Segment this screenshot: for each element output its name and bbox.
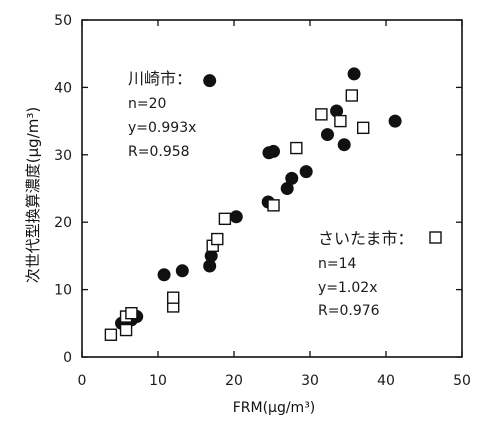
x-tick-label: 20 <box>225 373 243 389</box>
kawasaki-r: R=0.958 <box>128 144 190 160</box>
ticks-layer: 0 10 20 30 40 50 0 10 20 30 40 50 <box>54 13 471 389</box>
kawasaki-n: n=20 <box>128 96 166 112</box>
y-tick-label: 0 <box>63 350 72 366</box>
points-layer <box>104 67 402 341</box>
kawasaki-point <box>285 171 299 185</box>
saitama-label: さいたま市： <box>318 229 414 248</box>
kawasaki-label: 川崎市： <box>128 69 192 88</box>
kawasaki-point <box>203 74 217 88</box>
y-tick-label: 10 <box>54 283 72 299</box>
kawasaki-point <box>337 138 351 152</box>
kawasaki-point <box>267 144 281 158</box>
x-tick-label: 10 <box>149 373 167 389</box>
saitama-n: n=14 <box>318 256 357 272</box>
x-tick-label: 50 <box>453 373 471 389</box>
saitama-point <box>345 89 358 102</box>
kawasaki-point <box>299 165 313 179</box>
kawasaki-point <box>229 210 243 224</box>
y-tick-label: 20 <box>54 215 72 231</box>
saitama-point <box>315 108 328 121</box>
kawasaki-point <box>175 264 189 278</box>
saitama-point <box>290 141 303 155</box>
saitama-point <box>104 328 118 341</box>
x-tick-label: 40 <box>377 373 395 389</box>
saitama-point <box>218 212 232 226</box>
saitama-annotation: さいたま市： n=14 y=1.02x R=0.976 <box>318 229 442 319</box>
saitama-equation: y=1.02x <box>318 280 377 296</box>
x-tick-label: 0 <box>78 373 87 389</box>
saitama-r: R=0.976 <box>318 303 380 319</box>
saitama-point <box>334 114 347 128</box>
x-axis-label: FRM(μg/m³) <box>233 400 316 416</box>
kawasaki-point <box>157 268 171 282</box>
saitama-point <box>357 121 370 135</box>
saitama-point <box>119 323 133 337</box>
y-tick-label: 30 <box>54 148 72 164</box>
axes-layer <box>81 19 463 358</box>
y-axis-label: 次世代型換算濃度(μg/m³) <box>24 107 42 283</box>
kawasaki-equation: y=0.993x <box>128 120 196 136</box>
kawasaki-point <box>388 114 402 128</box>
x-tick-label: 30 <box>301 373 319 389</box>
plot-frame <box>81 19 463 358</box>
saitama-point <box>125 306 138 320</box>
kawasaki-point <box>347 67 361 81</box>
saitama-legend-square <box>429 231 442 244</box>
y-tick-label: 50 <box>54 13 72 29</box>
saitama-point <box>211 232 224 246</box>
saitama-point <box>166 291 180 304</box>
kawasaki-annotation: 川崎市： n=20 y=0.993x R=0.958 <box>128 69 196 160</box>
kawasaki-point <box>320 128 334 142</box>
saitama-point <box>267 199 280 212</box>
y-tick-label: 40 <box>54 80 72 96</box>
